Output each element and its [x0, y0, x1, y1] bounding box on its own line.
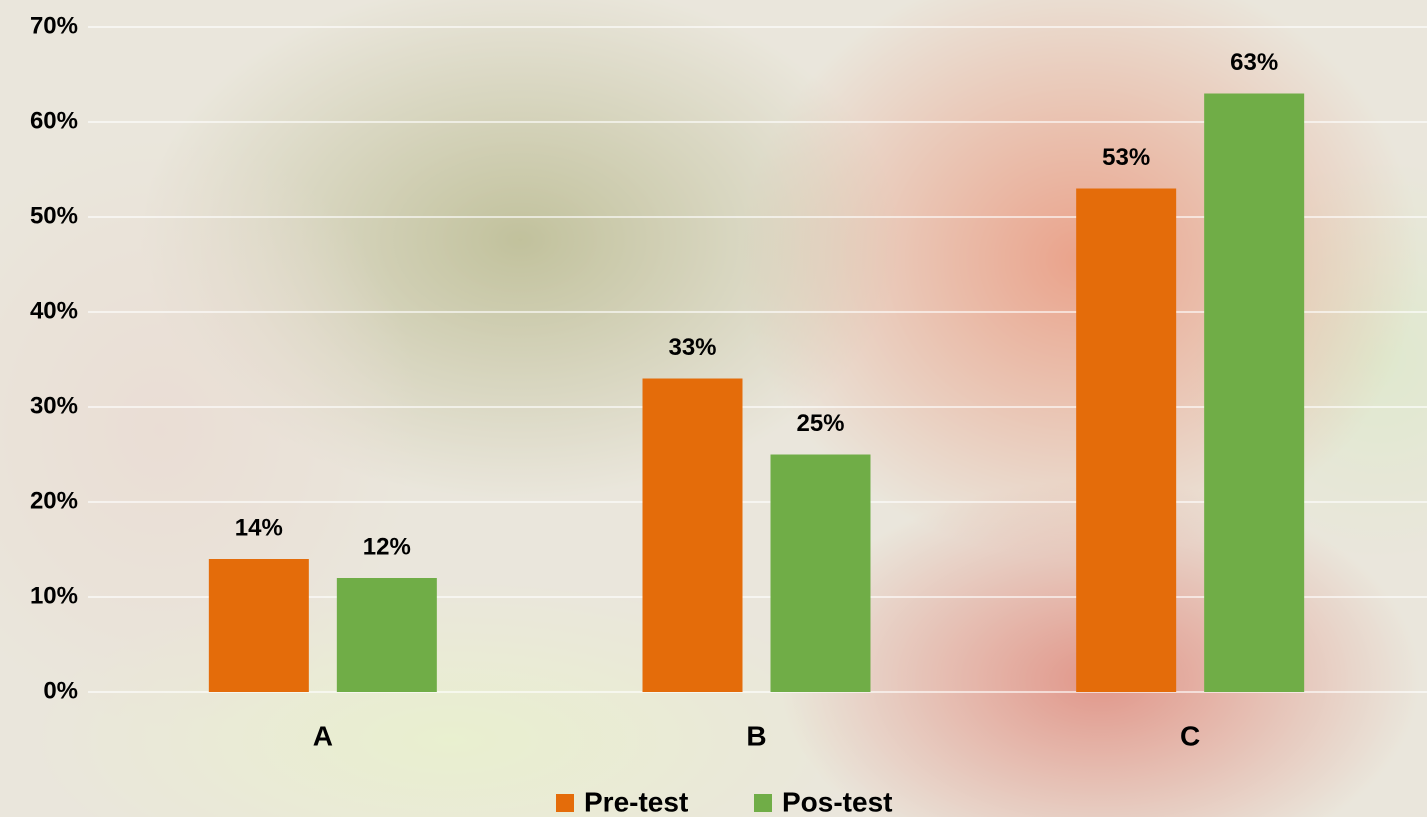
y-tick-label: 10% [30, 582, 78, 609]
bar [208, 559, 309, 692]
legend-label: Pos-test [782, 786, 892, 817]
data-label: 63% [1230, 49, 1278, 76]
bar [1204, 93, 1305, 692]
bar [642, 378, 743, 692]
y-tick-label: 60% [30, 107, 78, 134]
data-label: 25% [796, 410, 844, 437]
data-label: 14% [235, 514, 283, 541]
y-tick-label: 0% [43, 677, 78, 704]
legend-label: Pre-test [584, 786, 688, 817]
bar [770, 454, 871, 692]
y-tick-label: 40% [30, 297, 78, 324]
data-label: 33% [668, 334, 716, 361]
y-tick-label: 30% [30, 392, 78, 419]
legend-swatch [556, 794, 574, 812]
bar [336, 578, 437, 692]
y-tick-label: 50% [30, 202, 78, 229]
y-tick-label: 70% [30, 12, 78, 39]
legend-swatch [754, 794, 772, 812]
y-tick-label: 20% [30, 487, 78, 514]
x-tick-label: B [746, 720, 766, 751]
bar [1076, 188, 1177, 692]
data-label: 12% [363, 533, 411, 560]
x-tick-label: C [1180, 720, 1200, 751]
x-tick-label: A [313, 720, 333, 751]
data-label: 53% [1102, 144, 1150, 171]
